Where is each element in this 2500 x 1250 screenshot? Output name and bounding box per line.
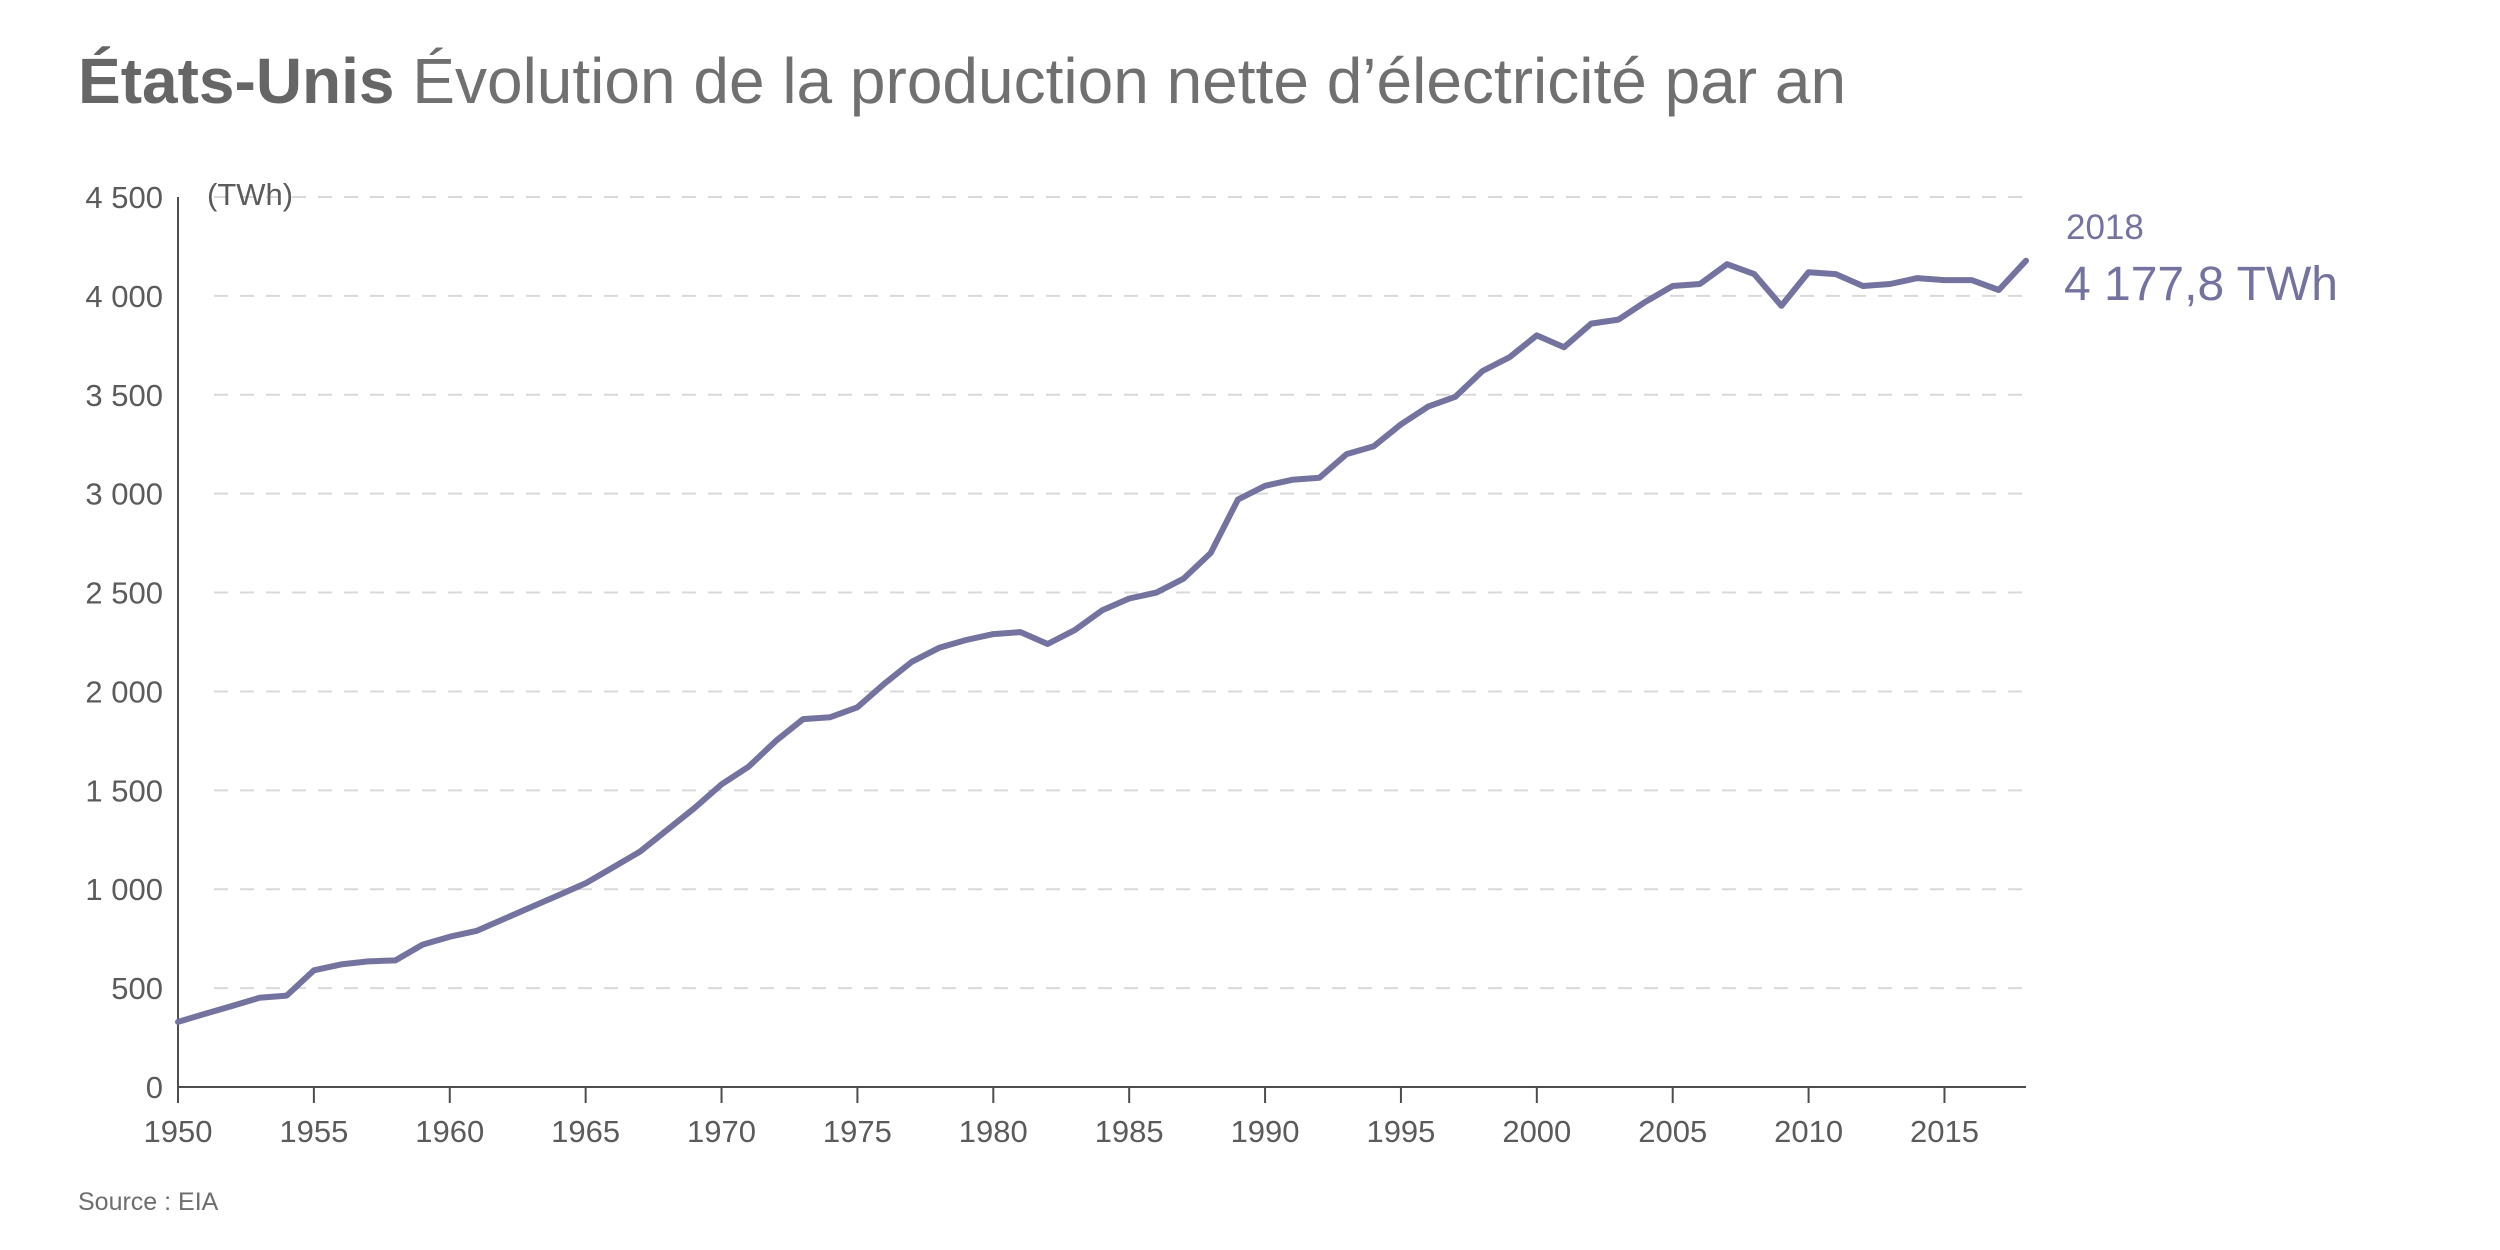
axes	[177, 197, 2026, 1088]
y-tick-label: 2 500	[85, 576, 163, 611]
title-subtitle: Évolution de la production nette d’élect…	[412, 45, 1847, 117]
source-note: Source : EIA	[78, 1188, 219, 1216]
x-tick-label: 1955	[279, 1114, 348, 1149]
y-tick-label: 2 000	[85, 674, 163, 709]
y-tick-label: 3 000	[85, 477, 163, 512]
y-tick-labels: 0 500 1 000 1 500 2 000 2 500 3 000 3 500 4 000 4…	[85, 180, 163, 1105]
annotation-year: 2018	[2066, 208, 2144, 247]
y-tick-label: 0	[146, 1070, 163, 1105]
x-tick-label: 1950	[144, 1114, 213, 1149]
y-tick-label: 4 000	[85, 279, 163, 314]
x-tick-label: 1995	[1366, 1114, 1435, 1149]
x-tick-label: 2000	[1502, 1114, 1571, 1149]
y-tick-label: 4 500	[85, 180, 163, 215]
x-tick-label: 2010	[1774, 1114, 1843, 1149]
title-country: États-Unis	[78, 45, 395, 117]
x-tick-labels: 1950 1955 1960 1965 1970 1975 1980 1985 1990 1995…	[144, 1087, 1979, 1149]
x-tick-label: 1985	[1095, 1114, 1164, 1149]
grid-lines	[214, 196, 2026, 990]
x-tick-label: 1965	[551, 1114, 620, 1149]
unit-label: (TWh)	[207, 177, 293, 212]
y-tick-label: 1 500	[85, 773, 163, 808]
x-tick-label: 1980	[959, 1114, 1028, 1149]
series-line	[175, 257, 2029, 1025]
y-tick-label: 1 000	[85, 872, 163, 907]
x-tick-label: 1990	[1231, 1114, 1300, 1149]
x-tick-label: 2015	[1910, 1114, 1979, 1149]
x-tick-label: 1970	[687, 1114, 756, 1149]
chart-title: États-Unis Évolution de la production ne…	[78, 38, 1846, 124]
x-tick-label: 1960	[415, 1114, 484, 1149]
y-tick-label: 500	[111, 971, 163, 1006]
y-tick-label: 3 500	[85, 378, 163, 413]
annotation-value: 4 177,8 TWh	[2064, 258, 2338, 311]
x-tick-label: 2005	[1638, 1114, 1707, 1149]
x-tick-label: 1975	[823, 1114, 892, 1149]
